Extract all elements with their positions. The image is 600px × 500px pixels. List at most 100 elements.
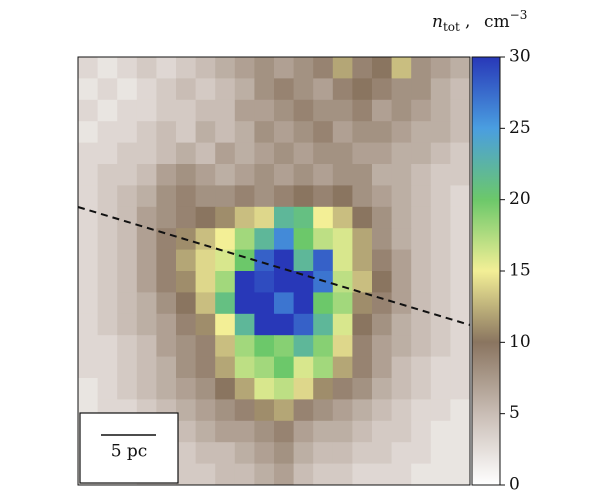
cell (391, 78, 412, 101)
cell (352, 142, 373, 165)
scale-bar-label: 5 pc (111, 442, 148, 462)
cell (352, 185, 373, 208)
cell (254, 313, 275, 336)
cell (352, 249, 373, 272)
cell (372, 249, 393, 272)
cell (156, 356, 177, 379)
cell (136, 249, 157, 272)
cell (78, 249, 99, 272)
cell (97, 335, 118, 358)
colorbar-label: ntot (432, 12, 460, 34)
cell (352, 335, 373, 358)
cell (176, 57, 197, 79)
cell (332, 228, 353, 251)
cell (450, 442, 471, 465)
cell (293, 78, 314, 101)
cell (215, 57, 236, 79)
cell (450, 164, 471, 186)
cell (352, 292, 373, 315)
cell (215, 249, 236, 272)
cell (176, 99, 197, 122)
cell (97, 121, 118, 144)
cell (293, 292, 314, 315)
cell (352, 463, 373, 486)
cell (411, 78, 432, 101)
cell (274, 164, 295, 186)
cell (254, 292, 275, 315)
cell (195, 78, 216, 101)
cell (215, 271, 236, 293)
cell (195, 164, 216, 186)
cell (430, 442, 451, 465)
cell (450, 185, 471, 208)
cell (78, 378, 99, 400)
cell (195, 420, 216, 443)
cell (313, 249, 334, 272)
map-frame (77, 56, 471, 486)
cell (254, 99, 275, 122)
cell (411, 249, 432, 272)
cell (136, 313, 157, 336)
cell (215, 78, 236, 101)
cell (274, 206, 295, 229)
cell (372, 78, 393, 101)
cell (372, 356, 393, 379)
cell (372, 185, 393, 208)
cell (313, 271, 334, 293)
cell (372, 228, 393, 251)
cell (430, 463, 451, 486)
cell (313, 420, 334, 443)
comma: , (465, 12, 470, 32)
cell (254, 249, 275, 272)
cell (450, 142, 471, 165)
cell (78, 99, 99, 122)
cell (430, 121, 451, 144)
cell (254, 420, 275, 443)
cell (117, 142, 138, 165)
cell (372, 292, 393, 315)
cell (293, 399, 314, 422)
cell (136, 378, 157, 400)
cell (391, 378, 412, 400)
cell (274, 249, 295, 272)
cell (411, 206, 432, 229)
cell (176, 420, 197, 443)
cell (254, 378, 275, 400)
cell (372, 399, 393, 422)
cell (293, 335, 314, 358)
label-unit: cm (484, 12, 510, 32)
cell (254, 185, 275, 208)
cell (156, 313, 177, 336)
cell (372, 442, 393, 465)
cell (176, 121, 197, 144)
cell (391, 121, 412, 144)
cell (391, 249, 412, 272)
cell (117, 121, 138, 144)
cell (450, 249, 471, 272)
cell (254, 442, 275, 465)
cell (176, 335, 197, 358)
cell (215, 292, 236, 315)
cell (234, 78, 255, 101)
cell (332, 249, 353, 272)
cell (391, 142, 412, 165)
cell (430, 335, 451, 358)
cell (411, 185, 432, 208)
cell (215, 121, 236, 144)
cell (411, 463, 432, 486)
cell (234, 57, 255, 79)
cell (215, 228, 236, 251)
cell (274, 356, 295, 379)
cell (313, 142, 334, 165)
colorbar-tick-label: 5 (509, 403, 520, 423)
cell (313, 378, 334, 400)
cell (117, 164, 138, 186)
cell (391, 164, 412, 186)
cell (391, 292, 412, 315)
cell (450, 420, 471, 443)
cell (391, 99, 412, 122)
cell (293, 164, 314, 186)
cell (293, 313, 314, 336)
cell (372, 271, 393, 293)
